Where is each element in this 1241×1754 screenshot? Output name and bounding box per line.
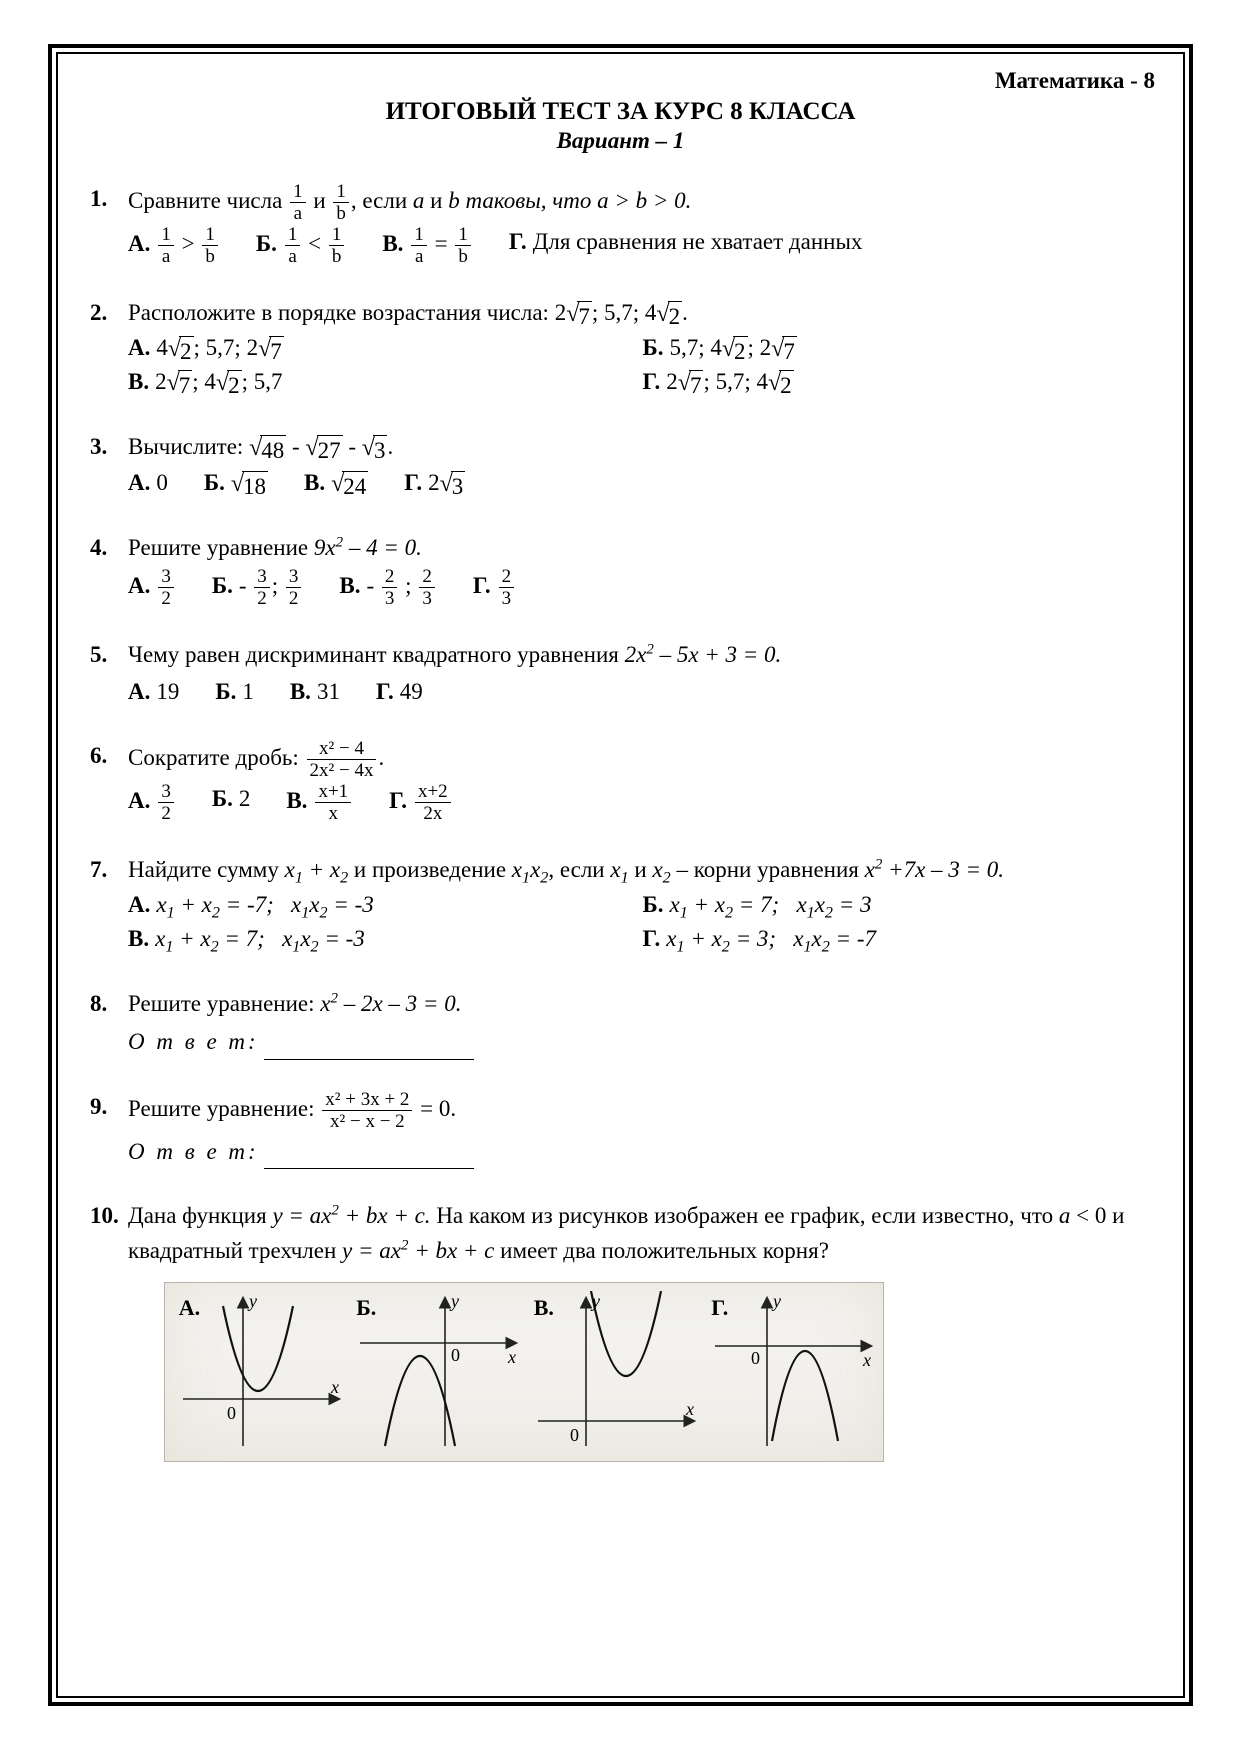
question-number: 9.: [90, 1090, 128, 1170]
graph-svg: y x 0: [350, 1291, 520, 1451]
option: Г.x+22x: [389, 782, 453, 823]
question-body: Решите уравнение: x² + 3x + 2x² − x − 2 …: [128, 1090, 1157, 1170]
question: 7.Найдите сумму x1 + x2 и произведение x…: [90, 853, 1157, 957]
page-root: Математика - 8 ИТОГОВЫЙ ТЕСТ ЗА КУРС 8 К…: [0, 0, 1241, 1754]
option: В.√24: [304, 466, 368, 501]
option: А.32: [128, 567, 176, 608]
svg-text:x: x: [507, 1347, 516, 1367]
option: В.31: [290, 675, 340, 710]
option: В.x1 + x2 = 7; x1x2 = -3: [128, 922, 643, 957]
option: Б.√18: [204, 466, 268, 501]
header-subject: Математика - 8: [84, 68, 1155, 94]
option: Г.49: [376, 675, 423, 710]
option: Б.1: [215, 675, 253, 710]
options-row: А.1a > 1b Б.1a < 1b В.1a = 1b Г.Для сравнен…: [128, 225, 1157, 266]
question-number: 4.: [90, 531, 128, 609]
question: 3.Вычислите: √48 - √27 - √3.А.0Б.√18В.√2…: [90, 430, 1157, 501]
question-number: 2.: [90, 296, 128, 400]
graph-cell: Б. y x 0: [350, 1291, 520, 1451]
option: В.- 23 ; 23: [339, 567, 436, 608]
svg-text:x: x: [330, 1377, 339, 1397]
question-body: Вычислите: √48 - √27 - √3.А.0Б.√18В.√24Г…: [128, 430, 1157, 501]
question: 10.Дана функция y = ax2 + bx + c. На как…: [90, 1199, 1157, 1462]
option: Б.5,7; 4√2; 2√7: [643, 331, 1158, 366]
options-row: А.32 Б.- 32; 32 В.- 23 ; 23 Г.23: [128, 567, 1157, 608]
option: Г.Для сравнения не хватает данных: [509, 225, 863, 266]
question-body: Сократите дробь: x² − 42x² − 4x.А.32Б.2В…: [128, 739, 1157, 823]
option: А.4√2; 5,7; 2√7: [128, 331, 643, 366]
questions-list: 1.Сравните числа 1a и 1b, если a и b так…: [84, 182, 1157, 1462]
svg-text:0: 0: [751, 1348, 760, 1368]
svg-text:y: y: [247, 1291, 257, 1311]
question-number: 6.: [90, 739, 128, 823]
graph-cell: А. y x 0: [173, 1291, 343, 1451]
svg-text:0: 0: [227, 1403, 236, 1423]
question-number: 10.: [90, 1199, 128, 1462]
options-row: А.19 Б.1 В.31 Г.49: [128, 675, 1157, 710]
option: А.32: [128, 782, 176, 823]
option: Г.2√3: [404, 466, 465, 501]
question-body: Найдите сумму x1 + x2 и произведение x1x…: [128, 853, 1157, 957]
svg-text:0: 0: [570, 1425, 579, 1445]
question: 8.Решите уравнение: x2 – 2x – 3 = 0.О т …: [90, 987, 1157, 1060]
page-title: ИТОГОВЫЙ ТЕСТ ЗА КУРС 8 КЛАССА: [84, 98, 1157, 126]
question: 4.Решите уравнение 9x2 – 4 = 0.А.32Б.- 3…: [90, 531, 1157, 609]
option: Г.23: [473, 567, 516, 608]
option: Б.1a < 1b: [256, 225, 346, 266]
graph-svg: y x 0: [173, 1291, 343, 1451]
question-body: Дана функция y = ax2 + bx + c. На каком …: [128, 1199, 1157, 1462]
question: 9.Решите уравнение: x² + 3x + 2x² − x − …: [90, 1090, 1157, 1170]
question-number: 3.: [90, 430, 128, 501]
answer-label: О т в е т:: [128, 1139, 259, 1164]
option: Б.- 32; 32: [212, 567, 304, 608]
question-body: Чему равен дискриминант квадратного урав…: [128, 638, 1157, 709]
question-body: Сравните числа 1a и 1b, если a и b таков…: [128, 182, 1157, 266]
options-grid: А.4√2; 5,7; 2√7Б.5,7; 4√2; 2√7В.2√7; 4√2…: [128, 331, 1157, 400]
question: 5.Чему равен дискриминант квадратного ур…: [90, 638, 1157, 709]
question-body: Решите уравнение 9x2 – 4 = 0.А.32Б.- 32;…: [128, 531, 1157, 609]
answer-label: О т в е т:: [128, 1029, 259, 1054]
option: А.0: [128, 466, 168, 501]
graph-panel: А. y x 0 Б.: [164, 1282, 884, 1462]
graph-svg: y x 0: [705, 1291, 875, 1451]
question-body: Решите уравнение: x2 – 2x – 3 = 0.О т в …: [128, 987, 1157, 1060]
answer-blank[interactable]: [264, 1036, 474, 1060]
question-body: Расположите в порядке возрастания числа:…: [128, 296, 1157, 400]
question-number: 1.: [90, 182, 128, 266]
svg-text:0: 0: [451, 1345, 460, 1365]
svg-text:x: x: [862, 1350, 871, 1370]
graph-svg: y x 0: [528, 1291, 698, 1451]
options-row: А.0 Б.√18 В.√24 Г.2√3: [128, 466, 1157, 501]
option: Б.x1 + x2 = 7; x1x2 = 3: [643, 888, 1158, 923]
options-row: А.32 Б.2 В.x+1x Г.x+22x: [128, 782, 1157, 823]
option: Б.2: [212, 782, 250, 823]
frame-outer: Математика - 8 ИТОГОВЫЙ ТЕСТ ЗА КУРС 8 К…: [48, 44, 1193, 1706]
option: Г.2√7; 5,7; 4√2: [643, 365, 1158, 400]
option: А.19: [128, 675, 179, 710]
question: 6.Сократите дробь: x² − 42x² − 4x.А.32Б.…: [90, 739, 1157, 823]
question: 1.Сравните числа 1a и 1b, если a и b так…: [90, 182, 1157, 266]
answer-blank[interactable]: [264, 1145, 474, 1169]
option: В.2√7; 4√2; 5,7: [128, 365, 643, 400]
svg-text:y: y: [590, 1291, 600, 1311]
option: В.x+1x: [286, 782, 353, 823]
graph-cell: Г. y x 0: [705, 1291, 875, 1451]
page-subtitle: Вариант – 1: [84, 128, 1157, 154]
question: 2.Расположите в порядке возрастания числ…: [90, 296, 1157, 400]
option: В.1a = 1b: [382, 225, 473, 266]
question-number: 7.: [90, 853, 128, 957]
frame-inner: Математика - 8 ИТОГОВЫЙ ТЕСТ ЗА КУРС 8 К…: [56, 52, 1185, 1698]
options-grid: А.x1 + x2 = -7; x1x2 = -3Б.x1 + x2 = 7; …: [128, 888, 1157, 957]
option: А.1a > 1b: [128, 225, 220, 266]
question-number: 8.: [90, 987, 128, 1060]
option: Г.x1 + x2 = 3; x1x2 = -7: [643, 922, 1158, 957]
svg-text:x: x: [685, 1399, 694, 1419]
option: А.x1 + x2 = -7; x1x2 = -3: [128, 888, 643, 923]
question-number: 5.: [90, 638, 128, 709]
svg-text:y: y: [771, 1291, 781, 1311]
svg-text:y: y: [449, 1291, 459, 1311]
graph-cell: В. y x 0: [528, 1291, 698, 1451]
